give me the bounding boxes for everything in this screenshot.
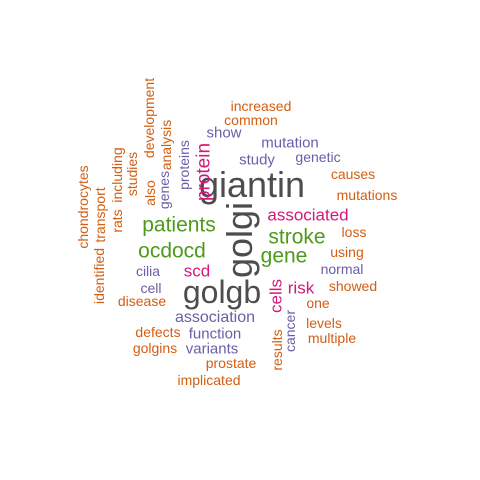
word-golgb: golgb [182, 274, 262, 310]
word-causes: causes [330, 166, 376, 182]
word-risk: risk [287, 278, 315, 298]
word-using: using [330, 244, 364, 260]
word-scd: scd [183, 261, 211, 281]
word-cilia: cilia [135, 263, 161, 279]
word-cell: cell [140, 280, 162, 296]
word-golgins: golgins [132, 340, 178, 356]
word-proteins: proteins [176, 140, 192, 190]
word-prostate: prostate [205, 355, 257, 371]
word-cancer: cancer [282, 309, 298, 353]
word-increased: increased [230, 98, 292, 114]
word-identified: identified [91, 247, 107, 305]
word-patients: patients [142, 213, 216, 237]
word-function: function [188, 325, 242, 343]
word-one: one [306, 295, 330, 311]
word-normal: normal [320, 261, 364, 277]
word-analysis: analysis [158, 119, 174, 171]
word-common: common [224, 112, 278, 128]
word-results: results [269, 329, 285, 371]
word-development: development [141, 77, 157, 159]
word-also: also [142, 180, 158, 206]
word-multiple: multiple [307, 330, 357, 346]
word-gene: gene [260, 244, 308, 268]
word-ocdocd: ocdocd [138, 239, 206, 263]
word-levels: levels [306, 315, 342, 331]
word-stroke: stroke [268, 225, 326, 249]
word-association: association [174, 309, 256, 326]
word-golgi: golgi [219, 201, 260, 279]
word-mutation: mutation [261, 134, 319, 152]
word-defects: defects [135, 324, 181, 340]
word-genes: genes [156, 170, 172, 210]
word-loss: loss [341, 224, 367, 240]
word-studies: studies [124, 151, 140, 197]
word-rats-including: rats [109, 209, 125, 233]
word-variants: variants [185, 340, 239, 358]
word-showed: showed [328, 278, 378, 294]
word-chondrocytes: chondrocytes [75, 165, 91, 249]
word-study: study [239, 151, 275, 169]
word-transport: transport [92, 187, 108, 243]
word-disease: disease [117, 293, 167, 309]
word-associated: associated [267, 205, 349, 225]
word-giantin: giantin [198, 164, 306, 205]
word-genetic: genetic [295, 149, 341, 165]
word-including: including [109, 147, 125, 203]
word-protein: protein [193, 142, 215, 202]
word-show: show [206, 124, 242, 142]
word-mutations: mutations [336, 187, 398, 203]
word-cells: cells [266, 278, 286, 314]
word-implicated: implicated [177, 372, 241, 388]
